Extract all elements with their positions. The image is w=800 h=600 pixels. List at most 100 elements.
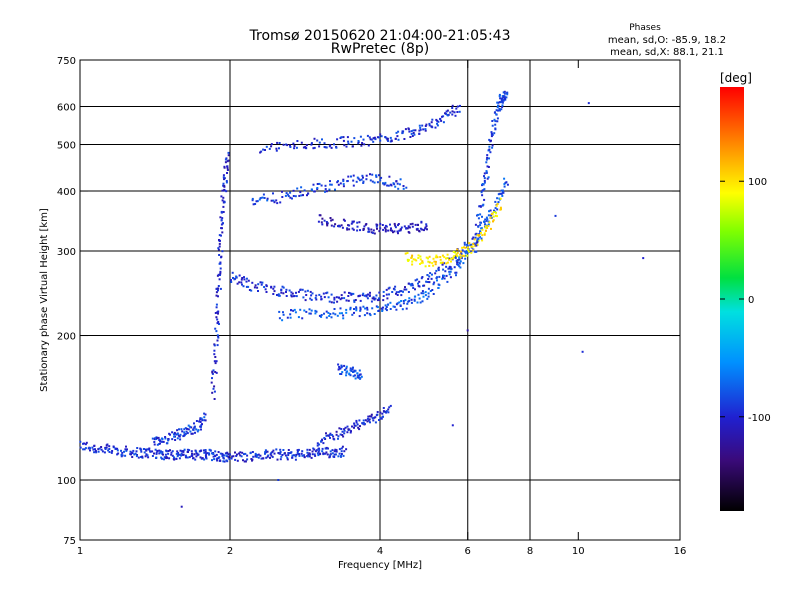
data-point bbox=[413, 133, 416, 136]
data-point bbox=[325, 446, 328, 449]
data-point bbox=[199, 425, 202, 428]
data-point bbox=[341, 371, 344, 374]
data-point bbox=[289, 144, 291, 147]
data-point bbox=[356, 376, 359, 379]
data-point bbox=[480, 227, 483, 230]
data-point bbox=[356, 423, 359, 426]
data-point bbox=[419, 128, 422, 131]
data-point bbox=[362, 305, 365, 308]
data-point bbox=[353, 299, 356, 302]
data-point bbox=[221, 189, 224, 192]
data-point bbox=[378, 136, 380, 139]
data-point bbox=[218, 239, 220, 241]
data-point bbox=[473, 250, 476, 253]
data-point bbox=[203, 449, 205, 452]
data-point bbox=[385, 309, 388, 312]
data-point bbox=[313, 137, 316, 140]
data-point bbox=[479, 224, 482, 227]
data-point bbox=[343, 144, 346, 147]
data-point bbox=[195, 455, 198, 458]
data-point bbox=[410, 301, 413, 304]
data-point bbox=[359, 229, 361, 232]
data-point bbox=[334, 448, 337, 451]
data-point bbox=[193, 422, 195, 425]
data-point bbox=[496, 101, 499, 104]
data-point bbox=[379, 179, 382, 182]
data-point bbox=[314, 309, 317, 312]
data-point bbox=[316, 442, 319, 445]
data-point bbox=[340, 364, 343, 367]
data-point bbox=[498, 95, 501, 98]
data-point bbox=[281, 319, 284, 322]
data-point bbox=[316, 187, 319, 189]
data-point bbox=[268, 147, 271, 150]
data-point bbox=[195, 428, 198, 431]
data-point bbox=[443, 277, 446, 280]
grid-lines bbox=[80, 60, 680, 540]
data-point bbox=[325, 432, 327, 435]
data-point bbox=[213, 344, 216, 347]
data-point bbox=[163, 458, 165, 461]
data-point bbox=[443, 256, 446, 259]
data-point bbox=[396, 135, 399, 138]
data-point bbox=[192, 457, 194, 460]
data-point bbox=[399, 228, 402, 231]
data-point bbox=[490, 214, 493, 217]
data-point bbox=[351, 425, 353, 428]
data-point bbox=[411, 254, 414, 257]
data-point bbox=[331, 218, 334, 221]
data-point bbox=[325, 310, 328, 313]
data-point bbox=[336, 181, 339, 184]
data-point bbox=[483, 198, 486, 201]
data-point bbox=[218, 254, 221, 256]
data-point bbox=[108, 445, 111, 448]
data-point bbox=[218, 234, 221, 237]
data-point bbox=[230, 457, 233, 460]
data-point bbox=[408, 297, 411, 300]
data-point bbox=[373, 232, 376, 235]
data-point bbox=[286, 144, 289, 147]
data-point bbox=[125, 445, 127, 448]
data-point bbox=[203, 458, 206, 461]
data-point bbox=[223, 454, 226, 457]
data-point bbox=[380, 417, 383, 420]
data-point bbox=[337, 437, 339, 440]
data-point bbox=[445, 262, 448, 265]
data-point bbox=[463, 246, 465, 249]
data-point bbox=[331, 449, 334, 452]
data-point bbox=[483, 181, 486, 184]
data-point bbox=[472, 236, 475, 239]
data-point bbox=[326, 222, 328, 225]
data-point bbox=[254, 455, 257, 458]
x-tick-label: 10 bbox=[572, 546, 585, 557]
data-point bbox=[303, 309, 306, 312]
data-point bbox=[224, 158, 227, 161]
data-point bbox=[210, 381, 213, 384]
data-point bbox=[488, 148, 491, 151]
data-point bbox=[435, 269, 438, 272]
data-point bbox=[424, 294, 427, 297]
data-point bbox=[343, 450, 346, 453]
data-point bbox=[181, 430, 184, 433]
data-point bbox=[195, 420, 198, 422]
data-point bbox=[292, 195, 295, 197]
data-point bbox=[384, 307, 387, 310]
data-point bbox=[135, 455, 138, 458]
data-point bbox=[313, 190, 316, 193]
data-point bbox=[389, 223, 391, 226]
data-point bbox=[155, 456, 158, 459]
data-point bbox=[423, 229, 425, 232]
data-point bbox=[494, 200, 497, 203]
data-point bbox=[153, 443, 156, 446]
data-point bbox=[265, 451, 268, 454]
data-point bbox=[129, 450, 132, 453]
data-point bbox=[104, 448, 107, 450]
data-point bbox=[392, 305, 395, 308]
data-point bbox=[369, 314, 372, 317]
data-point bbox=[232, 277, 234, 279]
data-point bbox=[173, 435, 176, 438]
data-point bbox=[97, 450, 100, 453]
data-point bbox=[373, 313, 376, 315]
data-point bbox=[125, 449, 128, 452]
data-point bbox=[404, 299, 407, 302]
